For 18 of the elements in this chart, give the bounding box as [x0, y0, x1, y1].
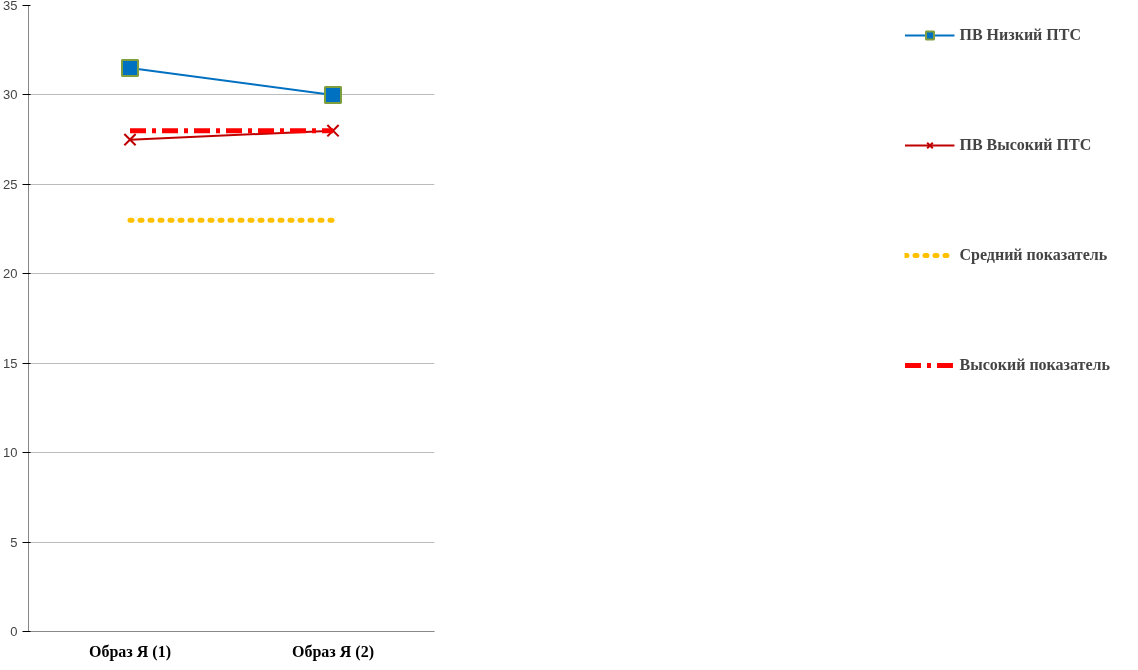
point [326, 124, 340, 138]
legend-label: Средний показатель [959, 246, 1108, 264]
x-tick-label: Образ Я (1) [89, 642, 171, 661]
y-tick-label: 0 [10, 624, 18, 639]
y-tick-label: 35 [3, 0, 18, 13]
y-tick-label: 15 [3, 355, 18, 371]
y-tick-label: 10 [3, 445, 18, 461]
y-tick-label: 20 [3, 266, 18, 282]
point [324, 85, 342, 104]
y-tick-label: 30 [3, 87, 18, 103]
x-tick-label: Образ Я (2) [292, 642, 374, 661]
y-tick-label: 5 [10, 534, 18, 550]
point [121, 59, 139, 78]
legend-label: ПВ Низкий ПТС [959, 26, 1082, 44]
legend-label: ПВ Высокий ПТС [959, 136, 1092, 154]
y-tick-label: 25 [3, 176, 18, 192]
legend-label: Высокий показатель [959, 356, 1110, 374]
point [123, 132, 137, 147]
